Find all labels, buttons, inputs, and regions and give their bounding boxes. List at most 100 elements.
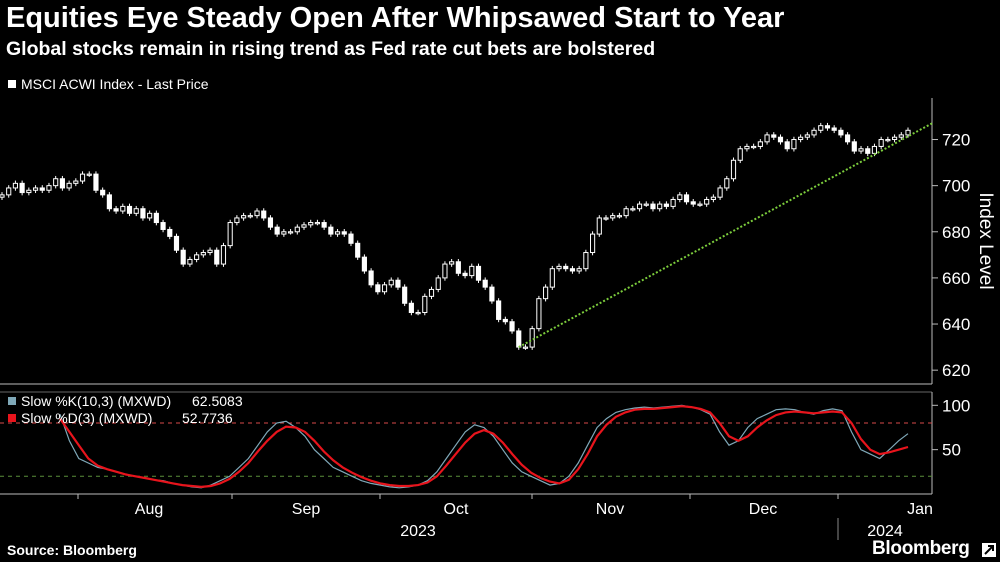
candle-up — [751, 145, 757, 149]
legend-swatch-msci — [8, 80, 16, 88]
candle-up — [26, 189, 32, 194]
candle-up — [147, 212, 153, 219]
candle-down — [341, 231, 347, 235]
candle-up — [677, 194, 683, 200]
candle-down — [831, 127, 837, 131]
candle-up — [858, 148, 864, 152]
candle-down — [496, 300, 502, 320]
candle-up — [247, 215, 253, 218]
candle-down — [261, 210, 267, 219]
x-tick-label-sep: Sep — [292, 501, 321, 518]
candle-up — [744, 145, 750, 150]
x-tick-label-dec: Dec — [749, 501, 777, 518]
candle-up — [603, 217, 609, 220]
x-tick-label-nov: Nov — [596, 501, 624, 518]
candle-down — [475, 265, 482, 281]
candle-down — [865, 148, 871, 154]
candle-up — [381, 284, 388, 293]
candle-down — [267, 217, 274, 228]
candle-up — [241, 215, 247, 219]
candle-up — [294, 226, 300, 233]
candle-down — [650, 203, 656, 210]
candle-down — [328, 226, 334, 235]
candle-up — [66, 182, 72, 189]
main-y-tick-label: 720 — [942, 131, 970, 150]
trend-line — [518, 122, 933, 348]
candle-up — [636, 203, 643, 210]
candle-up — [670, 198, 676, 207]
candle-down — [663, 203, 669, 207]
candle-up — [449, 261, 455, 265]
candle-down — [838, 129, 844, 136]
main-y-tick-label: 620 — [942, 361, 970, 380]
candle-up — [717, 187, 723, 198]
candle-up — [704, 198, 710, 205]
candle-down — [851, 141, 857, 152]
candle-up — [697, 203, 703, 206]
candle-down — [126, 205, 133, 214]
candle-up — [757, 141, 763, 147]
candle-up — [543, 286, 549, 300]
candle-down — [100, 189, 106, 196]
candle-down — [348, 233, 354, 244]
candle-up — [818, 125, 824, 131]
legend-swatch-slow-d — [8, 414, 16, 422]
candle-up — [657, 203, 663, 210]
legend-label-slow-d: Slow %D(3) (MXWD) — [21, 410, 152, 426]
candle-down — [160, 222, 166, 230]
candle-down — [402, 286, 408, 304]
candle-up — [442, 263, 448, 279]
candle-up — [630, 208, 636, 211]
year-label-2023: 2023 — [400, 523, 436, 540]
candle-down — [106, 194, 112, 210]
candle-down — [214, 249, 220, 265]
candle-down — [462, 272, 468, 277]
candle-up — [871, 145, 878, 154]
candle-up — [53, 178, 59, 187]
candle-up — [86, 173, 92, 176]
year-label-2024: 2024 — [867, 523, 903, 540]
candles — [0, 122, 911, 350]
candle-up — [194, 254, 200, 260]
candle-up — [435, 277, 441, 290]
candle-up — [227, 222, 233, 247]
candle-down — [690, 201, 696, 205]
candle-up — [12, 182, 19, 189]
candle-up — [207, 249, 213, 254]
candle-up — [6, 187, 12, 196]
candle-down — [569, 268, 576, 272]
candle-up — [737, 148, 743, 161]
candle-up — [308, 222, 314, 226]
candle-up — [281, 231, 287, 235]
candle-down — [167, 228, 173, 237]
candle-up — [422, 295, 428, 313]
slow-d-line — [59, 405, 909, 489]
main-y-tick-label: 640 — [942, 315, 970, 334]
candle-down — [59, 178, 65, 189]
candle-down — [784, 141, 790, 150]
osc-y-tick-label: 50 — [942, 441, 961, 460]
main-y-tick-label: 680 — [942, 223, 970, 242]
candle-up — [529, 328, 535, 348]
legend-label-msci: MSCI ACWI Index - Last Price — [21, 76, 209, 92]
legend-value-slow-d: 52.7736 — [182, 410, 233, 426]
candle-up — [287, 231, 294, 234]
candle-down — [361, 256, 367, 272]
candle-down — [489, 286, 495, 302]
candle-up — [254, 210, 260, 217]
brand-icon — [982, 543, 996, 557]
legend-label-slow-k: Slow %K(10,3) (MXWD) — [21, 393, 171, 409]
candle-up — [610, 215, 616, 219]
candle-up — [32, 187, 39, 191]
candle-up — [730, 159, 737, 180]
candle-down — [140, 208, 146, 219]
candle-up — [898, 134, 904, 138]
candle-up — [220, 245, 227, 265]
candle-up — [798, 136, 804, 141]
candle-up — [643, 203, 649, 206]
candle-up — [301, 224, 307, 228]
candle-up — [556, 265, 562, 270]
candle-up — [522, 346, 529, 349]
candle-up — [583, 252, 589, 270]
